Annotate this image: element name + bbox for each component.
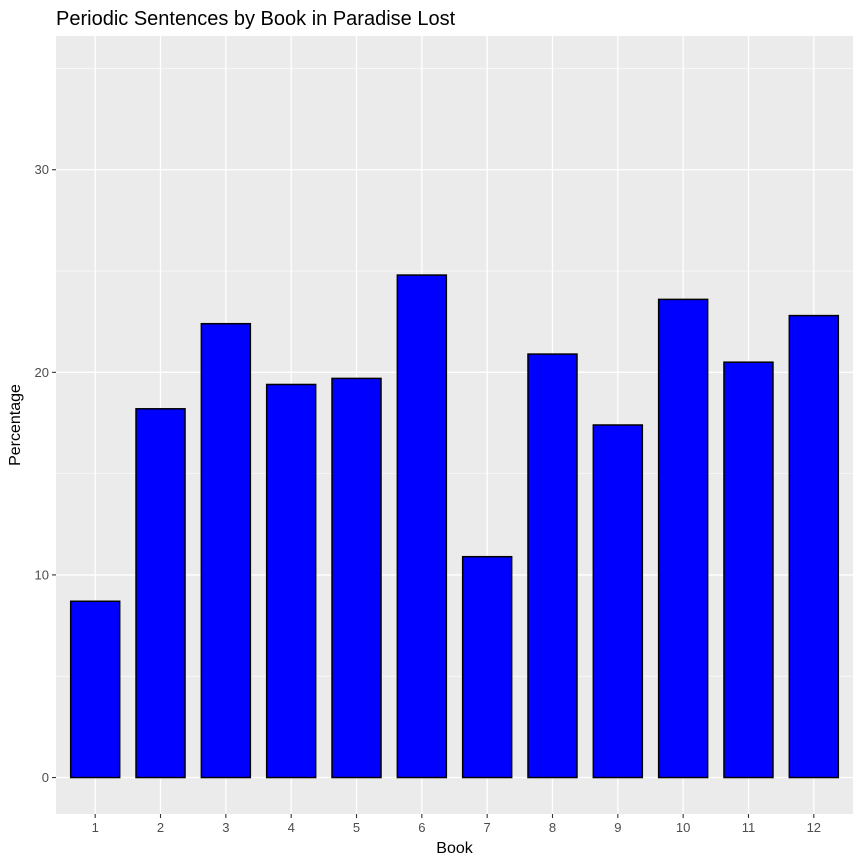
x-tick-label: 6 xyxy=(418,820,425,835)
x-tick-label: 3 xyxy=(222,820,229,835)
bars xyxy=(69,274,840,779)
x-tick-label: 11 xyxy=(742,820,756,835)
x-tick-label: 8 xyxy=(549,820,556,835)
bar-book-4 xyxy=(265,383,317,779)
bar-book-10 xyxy=(657,298,709,779)
x-tick-label: 4 xyxy=(288,820,295,835)
y-tick-label: 20 xyxy=(35,365,49,380)
y-axis: 0 10 20 30 xyxy=(35,162,56,785)
bar-book-7 xyxy=(461,555,513,779)
x-tick-label: 5 xyxy=(353,820,360,835)
bar-book-11 xyxy=(723,361,774,779)
x-axis: 1 2 3 4 5 6 7 8 9 10 11 12 xyxy=(92,814,821,835)
bar-book-2 xyxy=(135,408,186,779)
bar-book-8 xyxy=(527,353,578,779)
x-axis-title: Book xyxy=(436,840,473,857)
chart-title: Periodic Sentences by Book in Paradise L… xyxy=(56,8,456,30)
y-axis-title: Percentage xyxy=(7,384,24,466)
y-tick-label: 0 xyxy=(42,770,49,785)
bar-book-12 xyxy=(788,314,840,779)
x-tick-label: 7 xyxy=(484,820,491,835)
x-tick-label: 9 xyxy=(614,820,621,835)
y-tick-label: 10 xyxy=(35,567,49,582)
x-tick-label: 10 xyxy=(676,820,690,835)
x-tick-label: 12 xyxy=(807,820,821,835)
bar-book-6 xyxy=(396,274,448,779)
bar-book-5 xyxy=(331,377,382,779)
plot-panel xyxy=(56,36,853,814)
y-tick-label: 30 xyxy=(35,162,49,177)
x-tick-label: 2 xyxy=(157,820,164,835)
x-tick-label: 1 xyxy=(92,820,99,835)
bar-book-1 xyxy=(69,600,121,779)
bar-book-3 xyxy=(200,322,252,779)
bar-book-9 xyxy=(592,424,644,779)
